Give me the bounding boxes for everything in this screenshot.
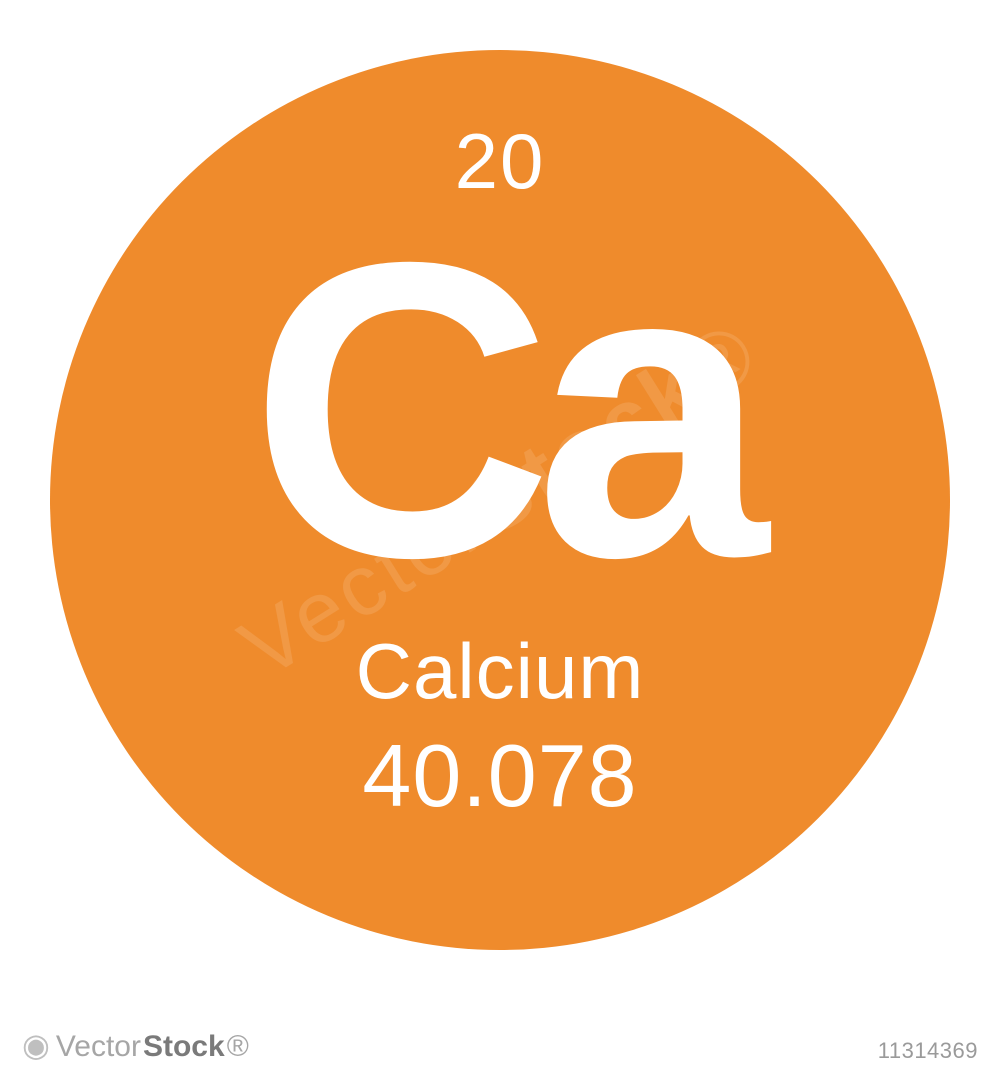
element-name: Calcium xyxy=(356,632,645,710)
brand-prefix: Vector xyxy=(56,1030,141,1064)
atomic-mass: 40.078 xyxy=(362,732,637,820)
brand-logo: ◉ VectorStock® xyxy=(22,1029,249,1064)
brand-trademark: ® xyxy=(227,1030,249,1064)
element-canvas: 20 Ca Calcium 40.078 VectorStock® xyxy=(0,0,1000,1000)
brand-suffix: Stock xyxy=(143,1030,225,1064)
element-circle: 20 Ca Calcium 40.078 VectorStock® xyxy=(50,50,950,950)
element-symbol: Ca xyxy=(250,218,751,604)
footer: ◉ VectorStock® 11314369 xyxy=(0,1029,1000,1064)
image-id: 11314369 xyxy=(878,1038,978,1064)
brand-swirl-icon: ◉ xyxy=(22,1029,50,1061)
